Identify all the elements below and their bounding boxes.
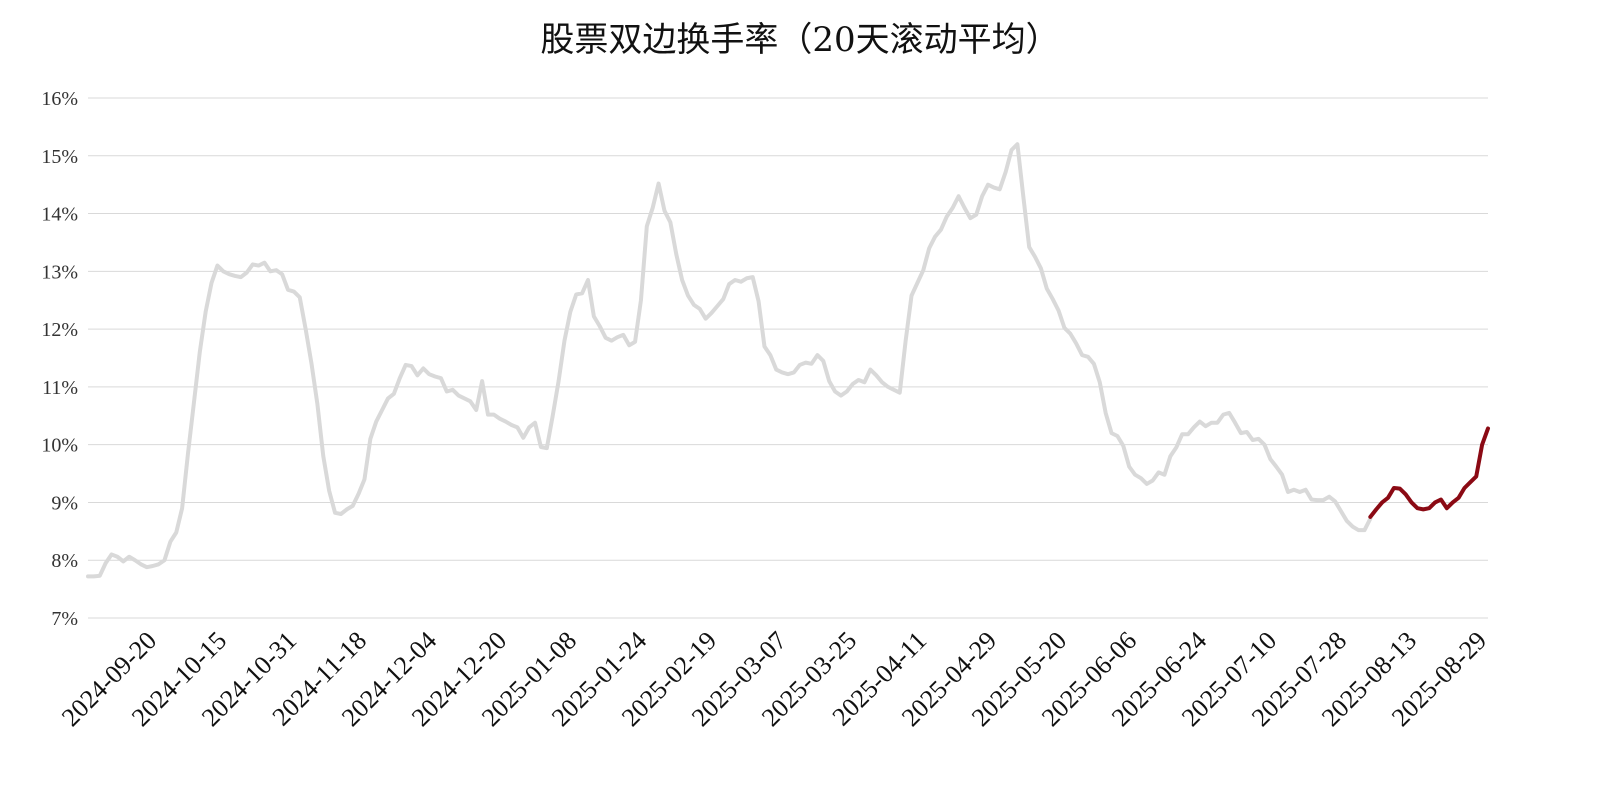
- y-tick-label: 16%: [41, 88, 78, 110]
- y-tick-label: 15%: [41, 146, 78, 168]
- y-tick-label: 12%: [41, 319, 78, 341]
- y-tick-label: 10%: [41, 435, 78, 457]
- y-tick-label: 11%: [42, 377, 78, 399]
- y-tick-label: 7%: [51, 608, 78, 630]
- y-tick-label: 14%: [41, 204, 78, 226]
- chart-title: 股票双边换手率（20天滚动平均）: [540, 20, 1060, 60]
- y-tick-label: 9%: [51, 492, 78, 514]
- y-tick-label: 13%: [41, 261, 78, 283]
- series-line-recent: [1368, 426, 1490, 519]
- gridlines: [88, 97, 1488, 619]
- x-axis: 2024-09-202024-10-152024-10-312024-11-18…: [56, 626, 1492, 732]
- series-group: [86, 142, 1490, 579]
- y-tick-label: 8%: [51, 550, 78, 572]
- series-line-history: [86, 142, 1373, 579]
- y-axis: 7% 8% 9% 10% 11% 12% 13% 14% 15% 16%: [41, 88, 78, 630]
